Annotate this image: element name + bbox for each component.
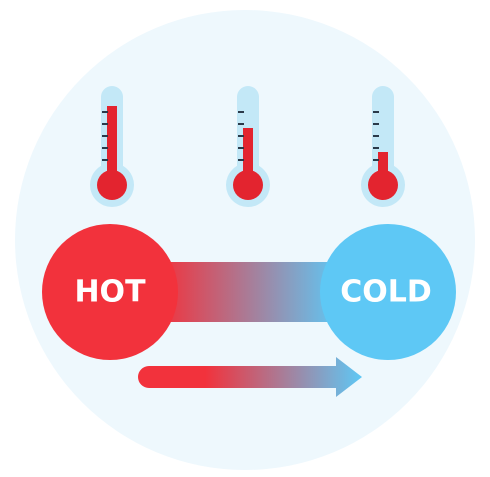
thermometer-cool [361,86,405,207]
thermometer-hot [90,86,134,207]
cold-label: COLD [340,275,432,310]
flow-arrow [138,357,362,397]
heat-bridge [160,262,340,322]
hot-circle [42,224,178,360]
hot-label: HOT [74,275,146,310]
thermometer-warm [226,86,270,207]
cold-circle [320,224,456,360]
